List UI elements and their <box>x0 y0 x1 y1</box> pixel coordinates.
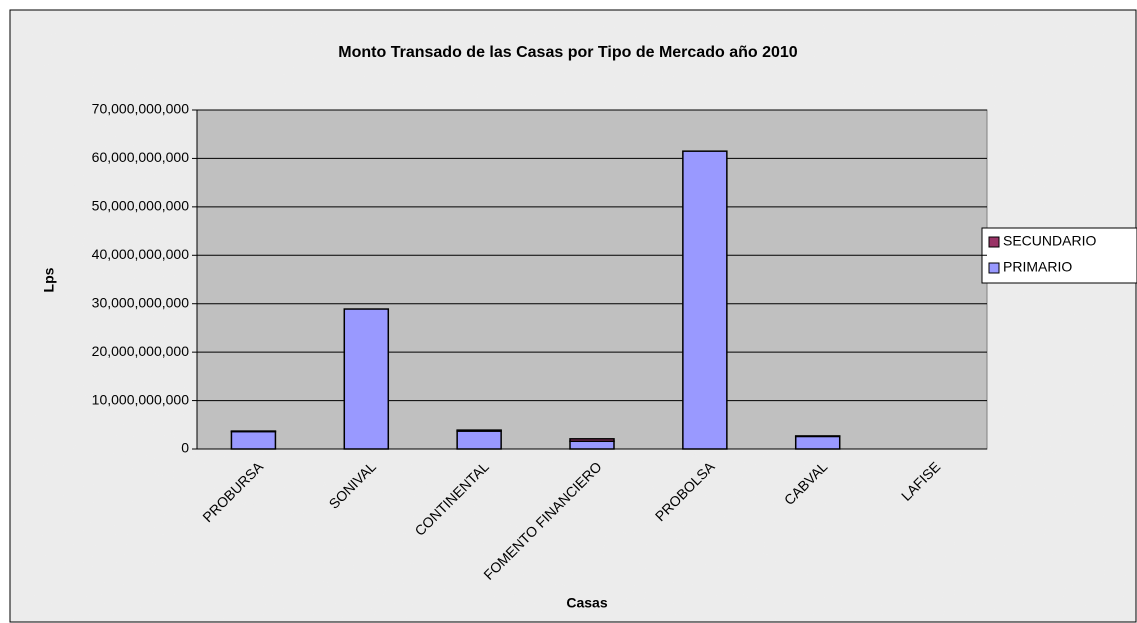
y-tick-label: 30,000,000,000 <box>92 294 190 310</box>
bar <box>682 150 728 450</box>
y-tick-label: 60,000,000,000 <box>92 149 190 165</box>
bar <box>343 308 390 450</box>
x-axis-label: Casas <box>566 595 607 611</box>
bar <box>456 430 502 450</box>
y-tick-label: 70,000,000,000 <box>92 101 190 117</box>
y-tick-label: 10,000,000,000 <box>92 391 190 407</box>
bar <box>569 440 615 450</box>
chart-title: Monto Transado de las Casas por Tipo de … <box>338 44 797 61</box>
legend-label: PRIMARIO <box>1003 259 1072 275</box>
legend-swatch <box>988 236 1000 248</box>
bar <box>456 429 502 432</box>
y-tick-label: 50,000,000,000 <box>92 198 190 214</box>
legend-label: SECUNDARIO <box>1003 233 1096 249</box>
y-tick-label: 40,000,000,000 <box>92 246 190 262</box>
plot-area <box>196 109 988 450</box>
legend-swatch <box>988 262 1000 274</box>
y-tick-label: 0 <box>181 440 189 456</box>
bar <box>230 430 277 450</box>
bar <box>569 438 615 443</box>
y-axis-label: Lps <box>41 267 57 292</box>
y-tick-label: 20,000,000,000 <box>92 343 190 359</box>
bar <box>794 435 841 450</box>
